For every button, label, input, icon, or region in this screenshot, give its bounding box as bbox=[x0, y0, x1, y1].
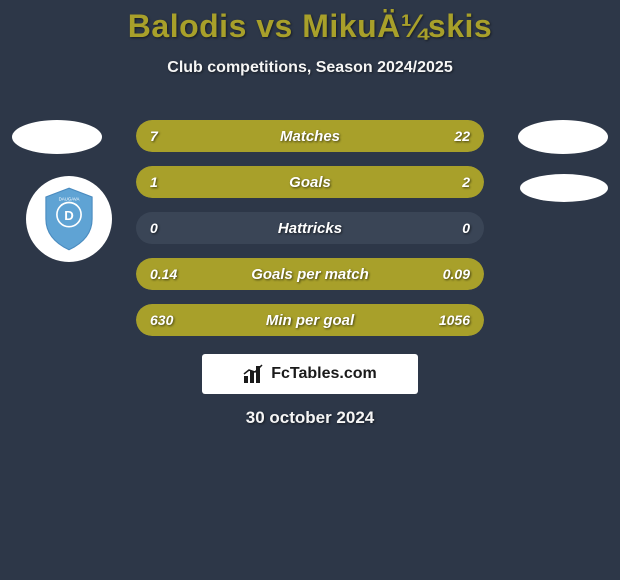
stat-value-left: 630 bbox=[150, 312, 173, 328]
svg-text:DAUGAVA: DAUGAVA bbox=[59, 196, 80, 201]
brand-logo: FcTables.com bbox=[202, 354, 418, 394]
player2-avatar-placeholder-2 bbox=[520, 174, 608, 202]
stat-row-mpg: 630 Min per goal 1056 bbox=[136, 304, 484, 336]
brand-text: FcTables.com bbox=[271, 365, 377, 383]
club-crest: D DAUGAVA bbox=[26, 176, 112, 262]
player2-name: MikuÄ¼skis bbox=[302, 8, 492, 44]
stat-row-goals: 1 Goals 2 bbox=[136, 166, 484, 198]
stat-label: Goals per match bbox=[251, 266, 369, 283]
stat-value-left: 7 bbox=[150, 128, 158, 144]
date-text: 30 october 2024 bbox=[0, 408, 620, 428]
stat-value-left: 0 bbox=[150, 220, 158, 236]
player1-avatar-placeholder bbox=[12, 120, 102, 154]
stat-label: Matches bbox=[280, 128, 340, 145]
bar-fill-left bbox=[136, 120, 220, 152]
stat-row-hattricks: 0 Hattricks 0 bbox=[136, 212, 484, 244]
stat-value-right: 0 bbox=[462, 220, 470, 236]
bars-icon bbox=[243, 364, 265, 384]
stat-label: Hattricks bbox=[278, 220, 342, 237]
vs-text: vs bbox=[256, 8, 293, 44]
bar-fill-right bbox=[251, 166, 484, 198]
subtitle: Club competitions, Season 2024/2025 bbox=[0, 59, 620, 77]
bar-fill-right bbox=[220, 120, 484, 152]
stat-label: Min per goal bbox=[266, 312, 354, 329]
svg-text:D: D bbox=[64, 208, 74, 223]
stat-value-right: 2 bbox=[462, 174, 470, 190]
stat-value-right: 0.09 bbox=[443, 266, 470, 282]
player2-avatar-placeholder bbox=[518, 120, 608, 154]
shield-icon: D DAUGAVA bbox=[40, 186, 98, 252]
stat-value-left: 0.14 bbox=[150, 266, 177, 282]
player1-name: Balodis bbox=[128, 8, 247, 44]
stat-value-left: 1 bbox=[150, 174, 158, 190]
page-title: Balodis vs MikuÄ¼skis bbox=[0, 8, 620, 45]
stats-bars: 7 Matches 22 1 Goals 2 0 Hattricks 0 0.1… bbox=[136, 120, 484, 350]
stat-value-right: 22 bbox=[454, 128, 470, 144]
stat-row-gpm: 0.14 Goals per match 0.09 bbox=[136, 258, 484, 290]
header: Balodis vs MikuÄ¼skis Club competitions,… bbox=[0, 0, 620, 77]
stat-row-matches: 7 Matches 22 bbox=[136, 120, 484, 152]
stat-value-right: 1056 bbox=[439, 312, 470, 328]
stat-label: Goals bbox=[289, 174, 331, 191]
